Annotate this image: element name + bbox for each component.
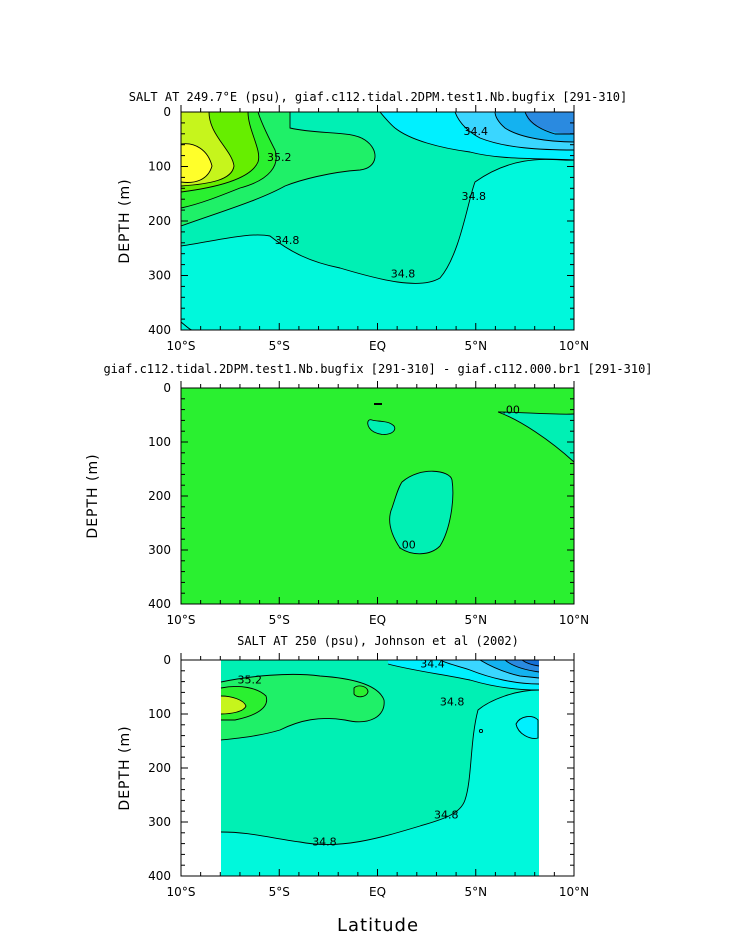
panel-1-axes: 10°S 5°S EQ 5°N 10°N 0 100 200 300 400 — [148, 105, 589, 353]
y-tick-label: 100 — [148, 435, 171, 449]
panel-1-fill-deep — [525, 112, 574, 134]
panel-2-fill-base — [181, 388, 574, 604]
y-tick-label: 0 — [163, 381, 171, 395]
y-tick-label: 200 — [148, 761, 171, 775]
panel-2-axes: 10°S 5°S EQ 5°N 10°N 0 100 200 300 400 — [148, 381, 589, 627]
x-tick-label: 10°S — [167, 339, 196, 353]
contour-label: .00 — [398, 538, 416, 551]
y-tick-label: 400 — [148, 323, 171, 337]
panel-1-ylabel: DEPTH (m) — [117, 178, 133, 263]
x-tick-label: 5°N — [464, 613, 487, 627]
x-tick-label: EQ — [369, 885, 386, 899]
panel-3-fill-yellowgreen — [221, 696, 246, 714]
panel-1-title: SALT AT 249.7°E (psu), giaf.c112.tidal.2… — [129, 90, 628, 104]
panel-3-title: SALT AT 250 (psu), Johnson et al (2002) — [237, 634, 519, 648]
panel-1-fill-yellow — [181, 143, 212, 183]
contour-label: 34.8 — [312, 836, 337, 849]
contour-label: 34.8 — [391, 268, 416, 281]
contour-label: 34.4 — [420, 657, 445, 670]
panel-3-field: 34.4 35.2 34.8 34.8 34.8 — [220, 657, 540, 876]
panel-2-field: .00 .00 — [181, 388, 574, 604]
y-tick-label: 0 — [163, 105, 171, 119]
y-tick-label: 200 — [148, 489, 171, 503]
panel-difference: giaf.c112.tidal.2DPM.test1.Nb.bugfix [29… — [85, 362, 653, 627]
panel-1-contour-labels: 34.4 35.2 34.8 34.8 34.8 — [267, 125, 489, 281]
panel-1-field: 34.4 35.2 34.8 34.8 34.8 — [181, 112, 574, 330]
x-tick-label: EQ — [369, 339, 386, 353]
panel-3-fill-spot — [354, 685, 368, 697]
y-tick-label: 300 — [148, 815, 171, 829]
panel-2-contour-labels: .00 .00 — [398, 403, 520, 551]
x-tick-label: 5°S — [269, 885, 290, 899]
y-tick-label: 300 — [148, 269, 171, 283]
y-tick-label: 400 — [148, 597, 171, 611]
panel-2-ylabel: DEPTH (m) — [85, 453, 101, 538]
y-tick-label: 400 — [148, 869, 171, 883]
panel-3-contours — [220, 660, 540, 846]
panel-observed-salinity: SALT AT 250 (psu), Johnson et al (2002) — [117, 634, 589, 936]
x-tick-label: EQ — [369, 613, 386, 627]
x-tick-label: 5°S — [269, 613, 290, 627]
x-tick-label: 10°S — [167, 613, 196, 627]
contour-label: 34.8 — [462, 190, 487, 203]
contour-label: 34.8 — [440, 695, 465, 708]
contour-label: .00 — [502, 403, 520, 416]
panel-2-contours — [367, 403, 574, 555]
panel-2-title: giaf.c112.tidal.2DPM.test1.Nb.bugfix [29… — [103, 362, 652, 376]
panel-3-ylabel: DEPTH (m) — [117, 725, 133, 810]
contour-label: 35.2 — [238, 674, 263, 687]
x-tick-label: 10°N — [559, 613, 589, 627]
panel-model-salinity: SALT AT 249.7°E (psu), giaf.c112.tidal.2… — [117, 90, 627, 353]
panel-1-contours — [181, 112, 574, 330]
x-tick-label: 10°S — [167, 885, 196, 899]
panel-3-contour-labels: 34.4 35.2 34.8 34.8 34.8 — [238, 657, 465, 849]
panel-2-fill-tr — [498, 412, 574, 462]
x-tick-label: 5°S — [269, 339, 290, 353]
y-tick-label: 200 — [148, 214, 171, 228]
x-axis-label: Latitude — [337, 915, 419, 936]
y-tick-label: 300 — [148, 543, 171, 557]
contour-label: 34.8 — [434, 809, 459, 822]
contour-label: 35.2 — [267, 151, 292, 164]
x-tick-label: 5°N — [464, 885, 487, 899]
x-tick-label: 10°N — [559, 885, 589, 899]
panel-3-axes: 10°S 5°S EQ 5°N 10°N 0 100 200 300 400 — [148, 653, 589, 899]
y-tick-label: 0 — [163, 653, 171, 667]
contour-label: 34.8 — [275, 234, 300, 247]
x-tick-label: 5°N — [464, 339, 487, 353]
panel-2-fill-blob — [389, 471, 453, 554]
x-tick-label: 10°N — [559, 339, 589, 353]
y-tick-label: 100 — [148, 707, 171, 721]
contour-label: 34.4 — [464, 125, 489, 138]
panel-3-fill-deepest — [522, 660, 539, 666]
y-tick-label: 100 — [148, 160, 171, 174]
panel-3-fill-green2 — [221, 674, 385, 740]
panel-2-fill-eq — [367, 419, 395, 435]
